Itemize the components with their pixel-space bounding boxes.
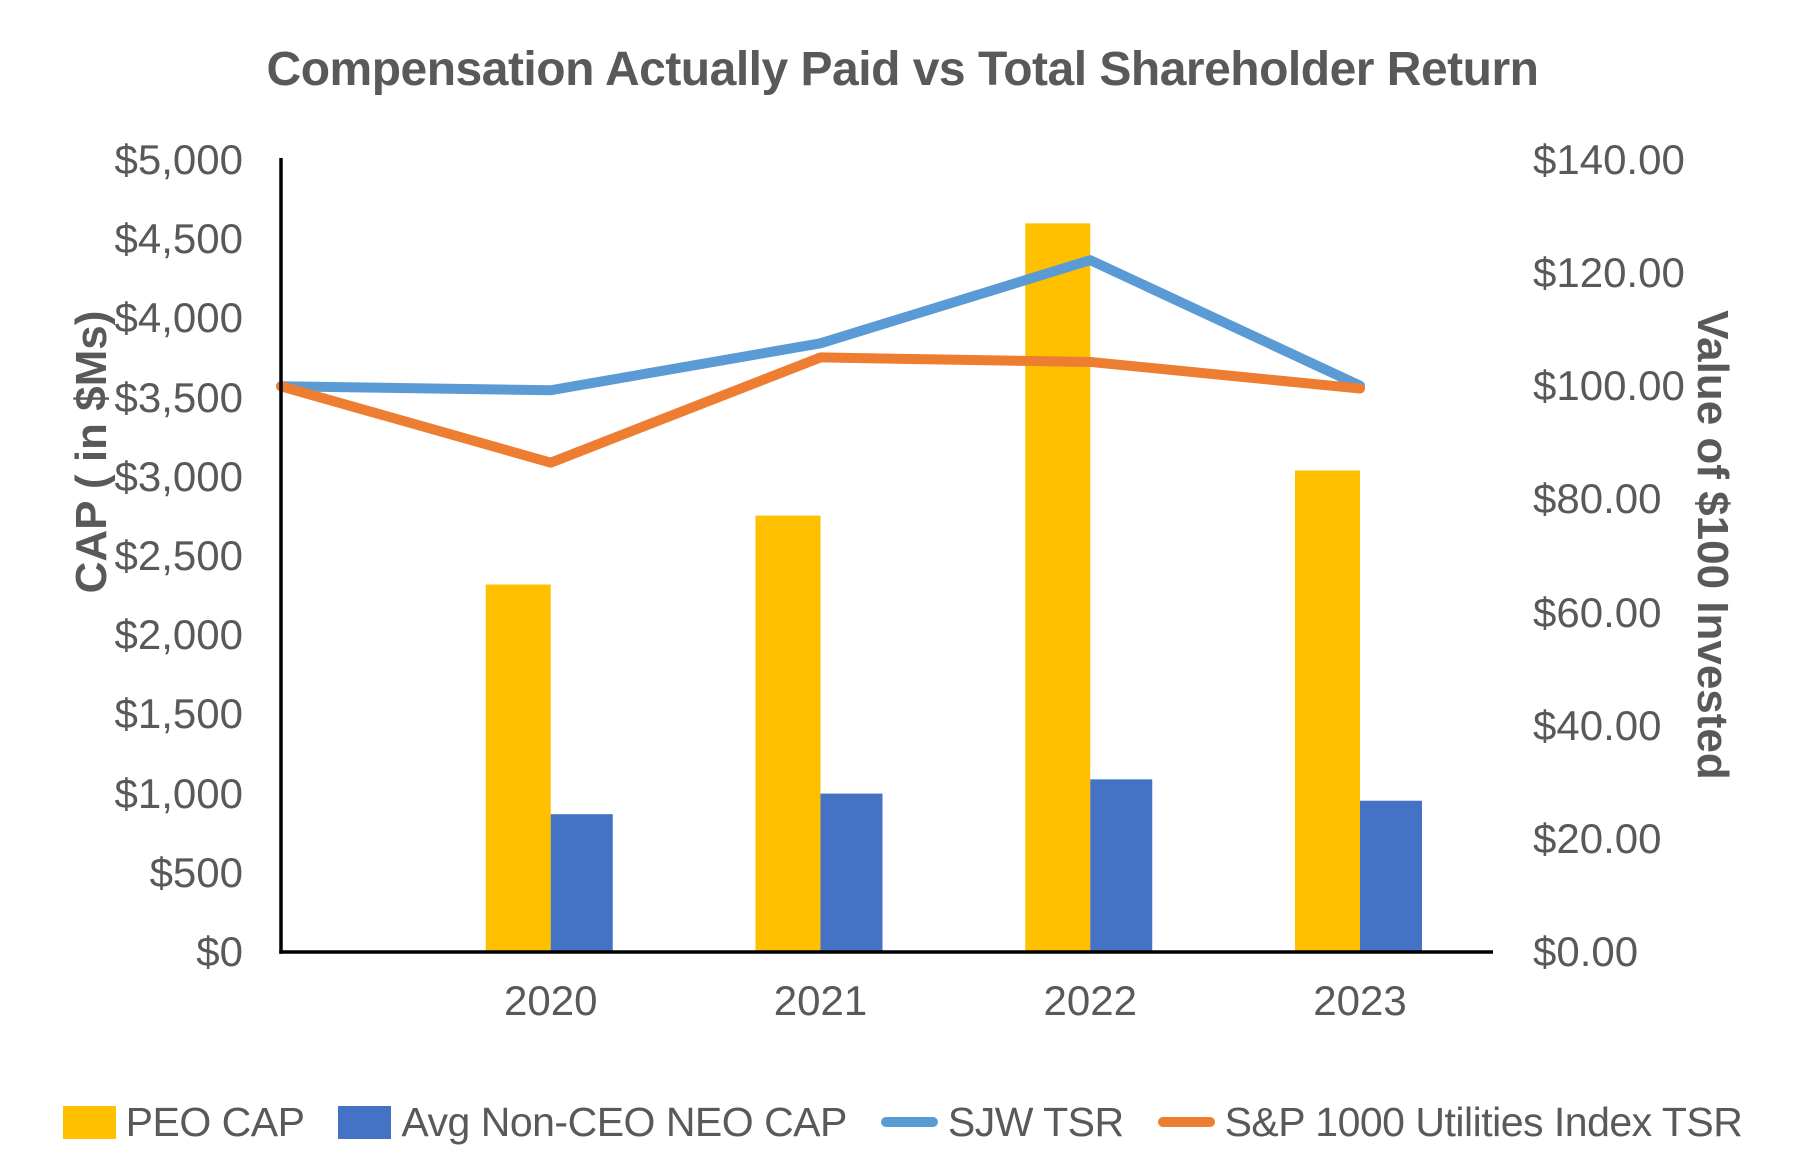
legend-sjw-tsr-label: SJW TSR	[947, 1098, 1124, 1145]
left-tick-2000: $2,000	[114, 611, 243, 659]
left-tick-0: $0	[196, 928, 243, 975]
line-index-tsr	[276, 352, 1365, 468]
left-tick-3000: $3,000	[114, 452, 243, 500]
legend-neo-cap-label: Avg Non-CEO NEO CAP	[401, 1098, 847, 1145]
bar-peo-cap-2020	[485, 584, 551, 952]
line-sjw-tsr	[276, 255, 1365, 396]
bar-neo-cap-2023	[1360, 800, 1422, 952]
legend-index-tsr-label: S&P 1000 Utilities Index TSR	[1224, 1098, 1743, 1145]
right-tick-100.00: $100.00	[1533, 362, 1685, 410]
legend-neo-cap-swatch	[338, 1105, 392, 1139]
chart-title: Compensation Actually Paid vs Total Shar…	[266, 43, 1539, 96]
right-tick-120.00: $120.00	[1533, 249, 1685, 297]
legend-peo-cap-swatch	[62, 1105, 116, 1139]
right-tick-140.00: $140.00	[1533, 136, 1685, 183]
x-tick-2021: 2021	[773, 977, 868, 1024]
right-tick-0.00: $0.00	[1533, 928, 1639, 975]
bar-neo-cap-2022	[1090, 779, 1153, 952]
legend-peo-cap: PEO CAP	[62, 1098, 305, 1146]
right-tick-20.00: $20.00	[1533, 814, 1662, 862]
bar-peo-cap-2022	[1025, 223, 1091, 953]
legend-peo-cap-label: PEO CAP	[125, 1098, 305, 1145]
bar-neo-cap-2020	[550, 814, 613, 952]
legend: PEO CAP Avg Non-CEO NEO CAP SJW TSR S&P 100…	[0, 1096, 1805, 1148]
left-tick-1500: $1,500	[114, 690, 243, 738]
legend-sjw-tsr: SJW TSR	[880, 1098, 1124, 1146]
legend-index-tsr-swatch	[1157, 1117, 1215, 1127]
left-tick-4000: $4,000	[114, 294, 243, 342]
right-tick-40.00: $40.00	[1533, 701, 1662, 749]
right-tick-60.00: $60.00	[1533, 588, 1662, 636]
x-tick-2023: 2023	[1313, 977, 1407, 1024]
bar-peo-cap-2023	[1295, 470, 1360, 952]
legend-neo-cap: Avg Non-CEO NEO CAP	[338, 1098, 847, 1146]
left-tick-3500: $3,500	[114, 373, 243, 421]
left-tick-5000: $5,000	[114, 136, 243, 183]
left-tick-4500: $4,500	[114, 215, 243, 263]
left-tick-2500: $2,500	[114, 532, 243, 579]
left-tick-500: $500	[149, 848, 243, 896]
left-tick-1000: $1,000	[114, 769, 243, 817]
right-tick-80.00: $80.00	[1533, 475, 1662, 523]
bar-neo-cap-2021	[820, 793, 883, 952]
legend-index-tsr: S&P 1000 Utilities Index TSR	[1157, 1098, 1743, 1146]
bar-peo-cap-2021	[755, 515, 821, 952]
legend-sjw-tsr-swatch	[880, 1117, 938, 1127]
x-tick-2020: 2020	[504, 977, 598, 1024]
x-tick-2022: 2022	[1043, 977, 1137, 1024]
